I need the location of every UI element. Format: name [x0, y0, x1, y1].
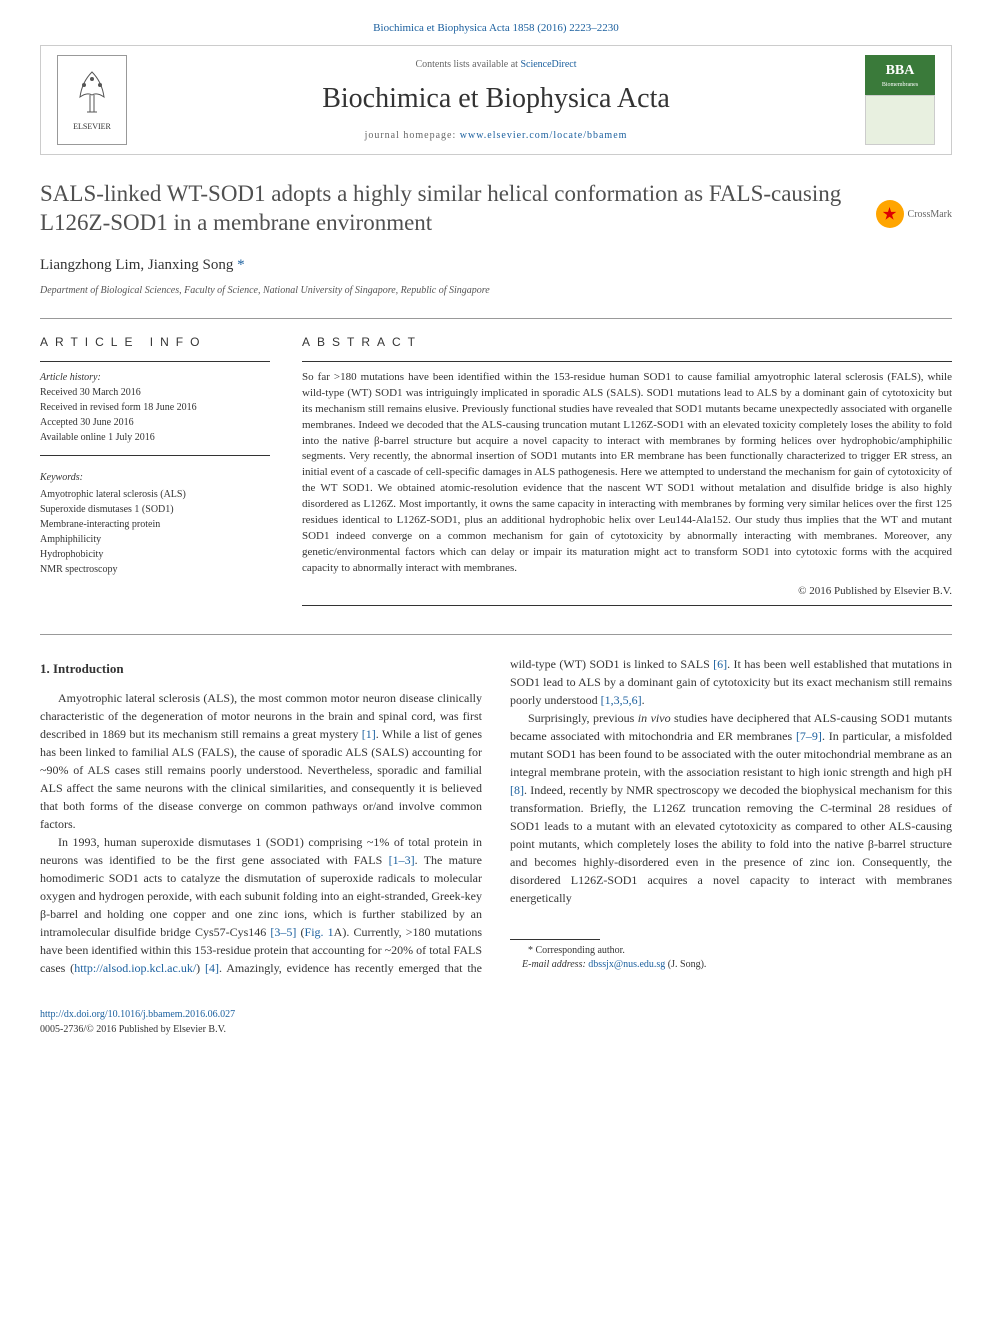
citation-link[interactable]: [4]	[205, 961, 219, 975]
article-info-heading: ARTICLE INFO	[40, 333, 270, 351]
keyword: NMR spectroscopy	[40, 564, 118, 575]
horizontal-rule	[40, 318, 952, 319]
authors: Liangzhong Lim, Jianxing Song *	[40, 254, 952, 277]
article-title: SALS-linked WT-SOD1 adopts a highly simi…	[40, 179, 952, 239]
page-footer: http://dx.doi.org/10.1016/j.bbamem.2016.…	[40, 1007, 952, 1037]
issn-copyright: 0005-2736/© 2016 Published by Elsevier B…	[40, 1024, 226, 1035]
corresponding-footnote: * Corresponding author.	[510, 944, 952, 958]
homepage-line: journal homepage: www.elsevier.com/locat…	[127, 128, 865, 143]
body-text: Surprisingly, previous	[528, 711, 638, 725]
elsevier-tree-icon	[72, 67, 112, 117]
keyword: Amyotrophic lateral sclerosis (ALS)	[40, 489, 186, 500]
citation-link[interactable]: [1]	[362, 727, 376, 741]
bba-label: BBA	[865, 60, 935, 81]
crossmark-badge[interactable]: CrossMark	[876, 200, 952, 228]
keywords-list: Amyotrophic lateral sclerosis (ALS) Supe…	[40, 487, 270, 577]
contents-prefix: Contents lists available at	[415, 59, 520, 70]
email-suffix: (J. Song).	[665, 959, 706, 970]
keyword: Superoxide dismutases 1 (SOD1)	[40, 504, 174, 515]
crossmark-label: CrossMark	[908, 207, 952, 222]
intro-heading: 1. Introduction	[40, 659, 482, 679]
sciencedirect-link[interactable]: ScienceDirect	[520, 59, 576, 70]
email-label: E-mail address:	[522, 959, 588, 970]
doi-link[interactable]: http://dx.doi.org/10.1016/j.bbamem.2016.…	[40, 1009, 235, 1020]
footnote-separator	[510, 939, 600, 940]
meta-rule	[302, 361, 952, 362]
affiliation: Department of Biological Sciences, Facul…	[40, 283, 952, 298]
abstract-heading: ABSTRACT	[302, 333, 952, 351]
author-names: Liangzhong Lim, Jianxing Song	[40, 257, 237, 273]
citation-link[interactable]: [1,3,5,6]	[601, 693, 642, 707]
corresponding-marker[interactable]: *	[237, 257, 245, 273]
meta-rule	[40, 361, 270, 362]
body-paragraph: Surprisingly, previous in vivo studies h…	[510, 709, 952, 907]
journal-reference: Biochimica et Biophysica Acta 1858 (2016…	[40, 20, 952, 37]
body-text: .	[642, 693, 645, 707]
citation-link[interactable]: [8]	[510, 783, 524, 797]
contents-line: Contents lists available at ScienceDirec…	[127, 57, 865, 72]
article-info-column: ARTICLE INFO Article history: Received 3…	[40, 333, 270, 615]
body-text: (	[296, 925, 304, 939]
article-history: Article history: Received 30 March 2016 …	[40, 370, 270, 445]
crossmark-icon	[876, 200, 904, 228]
citation-link[interactable]: [7–9]	[796, 729, 822, 743]
bba-subtitle: Biomembranes	[865, 81, 935, 90]
history-online: Available online 1 July 2016	[40, 432, 155, 443]
homepage-prefix: journal homepage:	[365, 130, 460, 141]
citation-link[interactable]: [6]	[713, 657, 727, 671]
journal-header: ELSEVIER Contents lists available at Sci…	[40, 45, 952, 155]
bba-cover-thumbnail: BBA Biomembranes	[865, 55, 935, 145]
keyword: Amphiphilicity	[40, 534, 101, 545]
meta-rule	[40, 455, 270, 456]
history-accepted: Accepted 30 June 2016	[40, 417, 134, 428]
body-paragraph: Amyotrophic lateral sclerosis (ALS), the…	[40, 689, 482, 833]
article-meta-row: ARTICLE INFO Article history: Received 3…	[40, 333, 952, 615]
body-text: . Indeed, recently by NMR spectroscopy w…	[510, 783, 952, 905]
elsevier-logo: ELSEVIER	[57, 55, 127, 145]
email-footnote: E-mail address: dbssjx@nus.edu.sg (J. So…	[510, 958, 952, 972]
citation-link[interactable]: [1–3]	[389, 853, 415, 867]
keyword: Hydrophobicity	[40, 549, 103, 560]
header-center: Contents lists available at ScienceDirec…	[127, 57, 865, 143]
figure-link[interactable]: Fig. 1	[305, 925, 334, 939]
meta-rule	[302, 605, 952, 606]
abstract-copyright: © 2016 Published by Elsevier B.V.	[302, 583, 952, 600]
elsevier-label: ELSEVIER	[73, 121, 111, 133]
footnote-block: * Corresponding author. E-mail address: …	[510, 939, 952, 972]
citation-link[interactable]: [3–5]	[270, 925, 296, 939]
body-text: )	[196, 961, 205, 975]
history-revised: Received in revised form 18 June 2016	[40, 402, 197, 413]
external-link[interactable]: http://alsod.iop.kcl.ac.uk/	[74, 961, 196, 975]
horizontal-rule	[40, 634, 952, 635]
journal-title: Biochimica et Biophysica Acta	[127, 78, 865, 120]
bba-cover-image	[865, 95, 935, 145]
abstract-column: ABSTRACT So far >180 mutations have been…	[302, 333, 952, 615]
keyword: Membrane-interacting protein	[40, 519, 160, 530]
abstract-text: So far >180 mutations have been identifi…	[302, 370, 952, 577]
body-text: . While a list of genes has been linked …	[40, 727, 482, 831]
article-body: 1. Introduction Amyotrophic lateral scle…	[40, 655, 952, 977]
email-link[interactable]: dbssjx@nus.edu.sg	[588, 959, 665, 970]
keywords-heading: Keywords:	[40, 470, 270, 485]
body-text-italic: in vivo	[638, 711, 671, 725]
history-heading: Article history:	[40, 372, 101, 383]
homepage-link[interactable]: www.elsevier.com/locate/bbamem	[460, 130, 628, 141]
history-received: Received 30 March 2016	[40, 387, 141, 398]
